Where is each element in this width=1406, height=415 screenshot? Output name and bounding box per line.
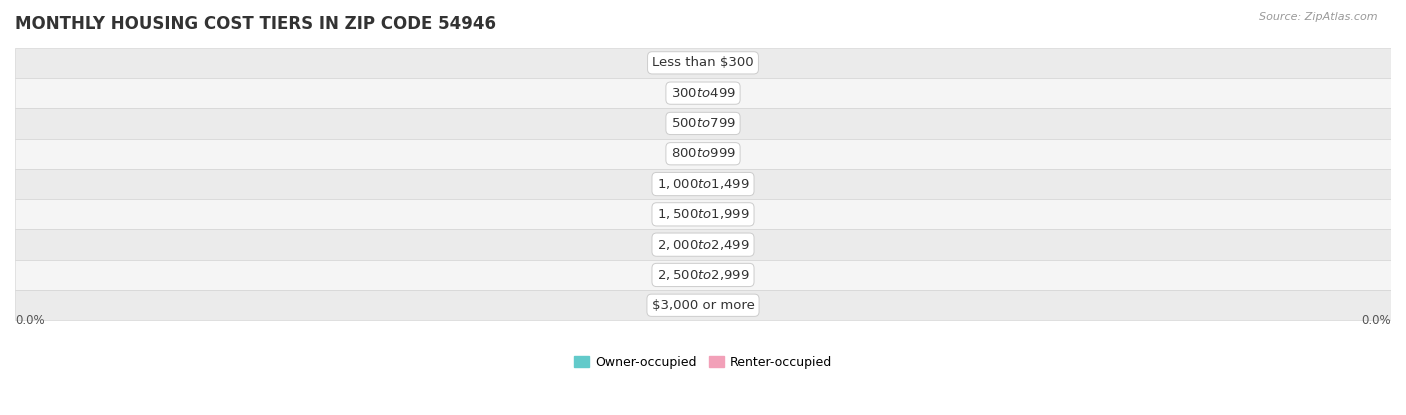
Bar [15, 169, 1391, 199]
Text: $300 to $499: $300 to $499 [671, 87, 735, 100]
Bar [693, 266, 703, 284]
Bar [15, 78, 1391, 108]
Text: Less than $300: Less than $300 [652, 56, 754, 69]
Text: 0.0%: 0.0% [671, 179, 702, 189]
Bar [703, 84, 713, 102]
Bar [693, 205, 703, 223]
Text: $2,000 to $2,499: $2,000 to $2,499 [657, 238, 749, 251]
Bar [703, 175, 713, 193]
Text: 0.0%: 0.0% [671, 270, 702, 280]
Bar [703, 236, 713, 254]
Text: 0.0%: 0.0% [704, 209, 735, 220]
Bar [693, 175, 703, 193]
Text: 0.0%: 0.0% [671, 58, 702, 68]
Text: $3,000 or more: $3,000 or more [651, 299, 755, 312]
Bar [703, 296, 713, 314]
Text: Source: ZipAtlas.com: Source: ZipAtlas.com [1260, 12, 1378, 22]
Text: $1,000 to $1,499: $1,000 to $1,499 [657, 177, 749, 191]
Text: 0.0%: 0.0% [1361, 315, 1391, 327]
Bar [15, 290, 1391, 320]
Bar [693, 145, 703, 163]
Text: 0.0%: 0.0% [671, 118, 702, 128]
Text: 0.0%: 0.0% [704, 149, 735, 159]
Bar [15, 199, 1391, 229]
Text: 0.0%: 0.0% [671, 149, 702, 159]
Bar [15, 48, 1391, 78]
Text: 0.0%: 0.0% [704, 270, 735, 280]
Text: $1,500 to $1,999: $1,500 to $1,999 [657, 208, 749, 221]
Legend: Owner-occupied, Renter-occupied: Owner-occupied, Renter-occupied [568, 351, 838, 374]
Bar [693, 236, 703, 254]
Text: 0.0%: 0.0% [704, 58, 735, 68]
Bar [15, 139, 1391, 169]
Bar [703, 205, 713, 223]
Bar [703, 115, 713, 132]
Text: 0.0%: 0.0% [15, 315, 45, 327]
Text: 0.0%: 0.0% [671, 300, 702, 310]
Bar [693, 54, 703, 72]
Text: 0.0%: 0.0% [704, 239, 735, 250]
Text: $2,500 to $2,999: $2,500 to $2,999 [657, 268, 749, 282]
Text: 0.0%: 0.0% [671, 239, 702, 250]
Bar [15, 260, 1391, 290]
Text: 0.0%: 0.0% [704, 118, 735, 128]
Bar [693, 296, 703, 314]
Text: $800 to $999: $800 to $999 [671, 147, 735, 160]
Bar [15, 229, 1391, 260]
Text: 0.0%: 0.0% [671, 209, 702, 220]
Text: MONTHLY HOUSING COST TIERS IN ZIP CODE 54946: MONTHLY HOUSING COST TIERS IN ZIP CODE 5… [15, 15, 496, 33]
Bar [703, 145, 713, 163]
Bar [703, 54, 713, 72]
Text: 0.0%: 0.0% [704, 179, 735, 189]
Text: $500 to $799: $500 to $799 [671, 117, 735, 130]
Text: 0.0%: 0.0% [704, 300, 735, 310]
Bar [15, 108, 1391, 139]
Bar [693, 84, 703, 102]
Bar [693, 115, 703, 132]
Text: 0.0%: 0.0% [704, 88, 735, 98]
Bar [703, 266, 713, 284]
Text: 0.0%: 0.0% [671, 88, 702, 98]
